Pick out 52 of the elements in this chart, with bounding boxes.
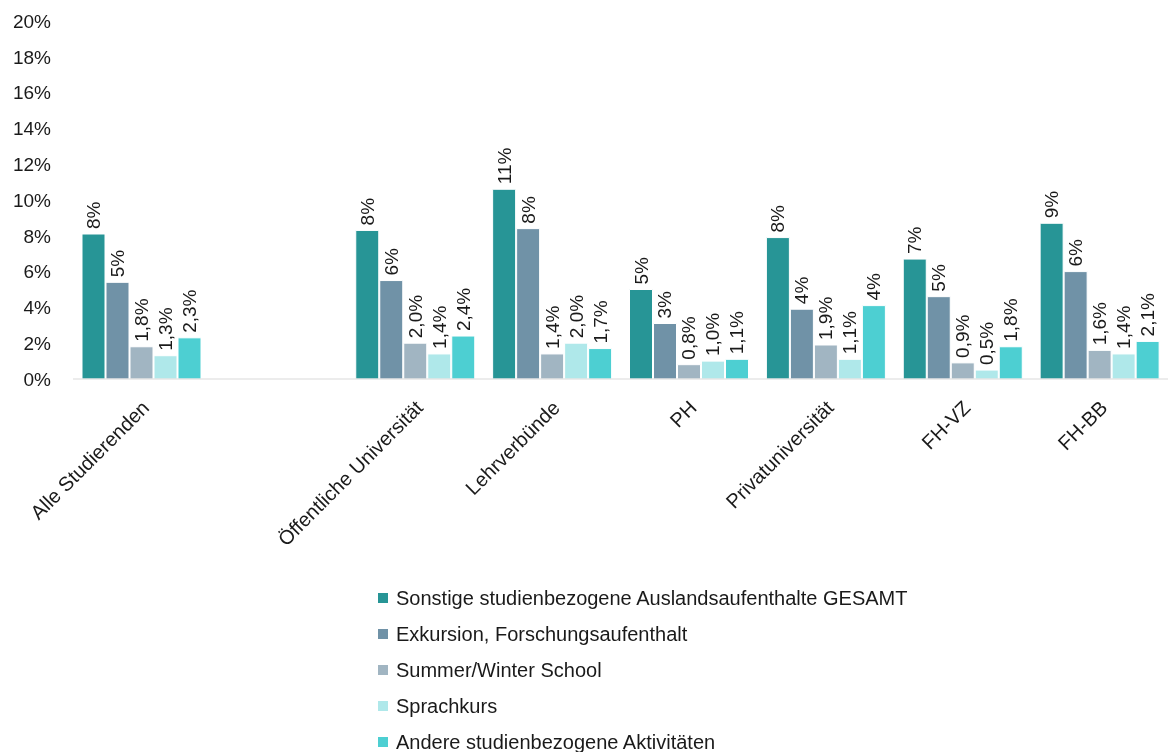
data-label: 1,0% [702,312,724,357]
data-label: 2,3% [179,289,200,333]
y-tick-label: 6% [23,261,52,283]
y-tick-label: 20% [12,10,52,32]
data-label: 6% [1065,239,1087,267]
data-label: 2,0% [404,294,426,339]
data-label: 5% [630,256,652,285]
y-tick-label: 18% [12,46,52,68]
y-tick-label: 8% [23,225,52,247]
data-label: 1,4% [428,305,450,349]
data-label: 1,8% [131,298,152,342]
data-label: 8% [356,197,378,226]
data-label: 2,1% [1137,293,1159,337]
data-label: 3% [654,290,676,319]
data-label: 0,8% [678,316,700,360]
legend-label: Sprachkurs [396,694,498,718]
data-label: 6% [380,247,402,276]
data-label: 4% [863,273,885,301]
data-label: 8% [767,205,789,233]
data-label: 8% [83,201,104,230]
data-label: 1,9% [815,296,837,340]
x-tick-label: PH [665,396,701,432]
data-label: 1,4% [541,305,563,349]
y-tick-label: 12% [12,153,52,175]
data-label: 7% [904,226,926,255]
data-label: 1,7% [589,300,611,344]
y-tick-label: 4% [23,297,52,319]
y-tick-label: 14% [12,118,52,140]
legend-label: Andere studienbezogene Aktivitäten [396,730,716,752]
legend-label: Sonstige studienbezogene Auslandsaufenthalte GESAMT [396,586,908,610]
y-tick-label: 10% [12,189,52,211]
data-label: 5% [928,264,950,292]
data-label: 5% [107,249,128,278]
data-label: 1,3% [155,307,176,351]
data-label: 1,8% [1000,298,1022,342]
data-label: 1,1% [839,310,861,355]
legend-label: Summer/Winter School [396,658,602,682]
data-label: 2,0% [565,294,587,339]
data-label: 1,4% [1113,305,1135,349]
data-label: 8% [517,196,539,224]
y-tick-label: 0% [23,368,52,390]
data-label: 9% [1041,190,1063,219]
data-label: 0,9% [952,314,974,358]
y-tick-label: 2% [23,332,52,354]
legend-label: Exkursion, Forschungsaufenthalt [396,622,688,646]
data-label: 0,5% [976,321,998,366]
data-label: 2,4% [452,287,474,332]
data-label: 1,1% [726,310,748,355]
y-tick-label: 16% [12,82,52,104]
data-label: 1,6% [1089,301,1111,346]
data-label: 11% [493,147,515,185]
data-label: 4% [791,276,813,305]
